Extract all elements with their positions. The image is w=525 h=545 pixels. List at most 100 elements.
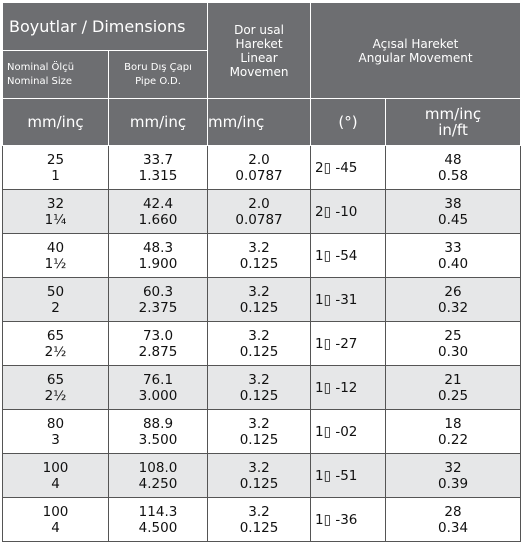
cell-line: 25 [444, 327, 462, 344]
cell-line: 0.34 [437, 519, 469, 536]
nominal-header: Nominal Ölçü Nominal Size [2, 50, 109, 99]
cell-line: 0.39 [437, 475, 469, 492]
table-cell: 76.1 3.000 [107, 365, 209, 410]
table-row: 50 2 60.3 2.375 3.2 0.125 1▯ -31 26 0.32 [2, 277, 522, 322]
header-line: in/ft [438, 121, 468, 139]
cell-line: 0.125 [239, 475, 279, 492]
table-cell: 1▯ -27 [310, 321, 387, 366]
cell-line: 40 [46, 239, 65, 256]
cell-line: 2 [51, 299, 60, 316]
table-cell: 100 4 [2, 497, 109, 542]
table-cell: 3.2 0.125 [207, 321, 312, 366]
table-cell: 26 0.32 [385, 277, 522, 322]
table-cell: 2.0 0.0787 [207, 145, 312, 190]
table-cell: 1▯ -02 [310, 409, 387, 454]
header-line: Açısal Hareket [372, 36, 459, 51]
header-line: Angular Movement [358, 50, 473, 65]
cell-line: 0.125 [239, 255, 279, 272]
cell-line: 0.58 [437, 167, 469, 184]
cell-line: 3 [51, 431, 60, 448]
table-cell: 21 0.25 [385, 365, 522, 410]
cell-line: 3.500 [138, 431, 178, 448]
dimensions-header: Boyutlar / Dimensions [1, 2, 209, 51]
cell-line: 100 [42, 503, 69, 520]
cell-line: 1.660 [138, 211, 178, 228]
table-cell: 28 0.34 [385, 497, 522, 542]
cell-line: 0.45 [437, 211, 469, 228]
cell-line: 1.900 [138, 255, 178, 272]
table-cell: 40 1½ [2, 233, 109, 278]
table-cell: 1▯ -36 [310, 497, 387, 542]
cell-line: 0.32 [437, 299, 469, 316]
unit-header: (°) [310, 98, 387, 146]
table-cell: 1▯ -12 [310, 365, 387, 410]
cell-line: 0.25 [437, 387, 469, 404]
angular-header: Açısal Hareket Angular Movement [310, 2, 522, 99]
table-cell: 33.7 1.315 [107, 145, 209, 190]
cell-line: 0.125 [239, 431, 279, 448]
table-cell: 3.2 0.125 [207, 497, 312, 542]
header-line: Movemen [229, 64, 289, 79]
cell-line: 3.2 [248, 459, 270, 476]
cell-line: 2½ [44, 343, 67, 360]
table-cell: 3.2 0.125 [207, 453, 312, 498]
cell-line: 0.22 [437, 431, 469, 448]
table-row: 80 3 88.9 3.500 3.2 0.125 1▯ -02 18 0.22 [2, 409, 522, 454]
table-cell: 3.2 0.125 [207, 277, 312, 322]
cell-line: 0.30 [437, 343, 469, 360]
cell-line: 4.250 [138, 475, 178, 492]
header-line: mm/inç [424, 105, 482, 123]
cell-line: 4 [51, 519, 60, 536]
cell-line: 0.40 [437, 255, 469, 272]
table-cell: 32 0.39 [385, 453, 522, 498]
cell-line: 108.0 [138, 459, 178, 476]
cell-line: 3.2 [248, 283, 270, 300]
cell-line: 1.315 [138, 167, 178, 184]
cell-line: 0.0787 [235, 211, 283, 228]
cell-line: 48.3 [142, 239, 174, 256]
table-cell: 50 2 [2, 277, 109, 322]
table-cell: 60.3 2.375 [107, 277, 209, 322]
table-row: 100 4 114.3 4.500 3.2 0.125 1▯ -36 28 0.34 [2, 497, 522, 542]
cell-line: 32 [444, 459, 462, 476]
unit-header: mm/inç [207, 98, 312, 146]
table-row: 65 2½ 73.0 2.875 3.2 0.125 1▯ -27 25 0.30 [2, 321, 522, 366]
table-cell: 42.4 1.660 [107, 189, 209, 234]
table-cell: 88.9 3.500 [107, 409, 209, 454]
cell-line: 38 [444, 195, 462, 212]
table-cell: 100 4 [2, 453, 109, 498]
table-cell: 3.2 0.125 [207, 365, 312, 410]
table-cell: 65 2½ [2, 321, 109, 366]
cell-line: 114.3 [138, 503, 178, 520]
cell-line: 2.875 [138, 343, 178, 360]
table-cell: 18 0.22 [385, 409, 522, 454]
table-cell: 114.3 4.500 [107, 497, 209, 542]
cell-line: 76.1 [142, 371, 174, 388]
table-header: Boyutlar / Dimensions Dor usal Hareket L… [1, 2, 522, 146]
table-body: 25 1 33.7 1.315 2.0 0.0787 2▯ -45 48 0.58 32 1¼ 42.… [2, 145, 522, 542]
cell-line: 26 [444, 283, 462, 300]
table-cell: 1▯ -51 [310, 453, 387, 498]
cell-line: 100 [42, 459, 69, 476]
cell-line: 0.125 [239, 387, 279, 404]
table-cell: 48.3 1.900 [107, 233, 209, 278]
table-cell: 25 1 [2, 145, 109, 190]
table-row: 65 2½ 76.1 3.000 3.2 0.125 1▯ -12 21 0.25 [2, 365, 522, 410]
header-line: Linear [240, 50, 278, 65]
cell-line: 25 [46, 151, 65, 168]
header-line: Dor usal [234, 22, 284, 37]
table-row: 100 4 108.0 4.250 3.2 0.125 1▯ -51 32 0.39 [2, 453, 522, 498]
cell-line: 2½ [44, 387, 67, 404]
header-line: Nominal Size [7, 75, 73, 87]
od-header: Boru Dış Çapı Pipe O.D. [107, 50, 209, 99]
cell-line: 1¼ [44, 211, 67, 228]
table-cell: 2▯ -10 [310, 189, 387, 234]
header-line: Pipe O.D. [135, 75, 181, 87]
cell-line: 32 [46, 195, 65, 212]
table-cell: 108.0 4.250 [107, 453, 209, 498]
table-cell: 1▯ -54 [310, 233, 387, 278]
unit-header: mm/inç [2, 98, 109, 146]
table-cell: 32 1¼ [2, 189, 109, 234]
table-cell: 48 0.58 [385, 145, 522, 190]
